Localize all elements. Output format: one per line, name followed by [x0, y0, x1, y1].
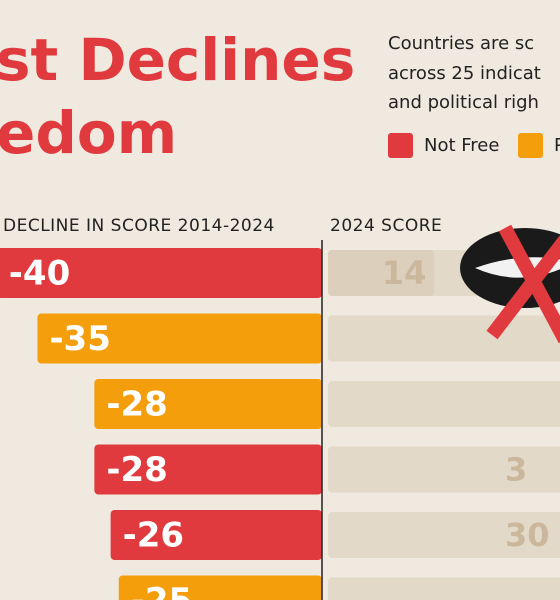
- value-label: -26: [123, 516, 184, 556]
- score-band: [328, 315, 560, 362]
- legend-swatch: [518, 133, 543, 158]
- legend-label: Not Free: [424, 135, 499, 156]
- score-bar: [328, 250, 435, 296]
- value-label: -28: [106, 450, 167, 490]
- bar: [118, 575, 322, 600]
- value-label: -25: [131, 581, 192, 600]
- bar: [94, 379, 322, 429]
- legend-swatch: [388, 133, 413, 158]
- value-label: -40: [9, 254, 70, 294]
- score-band: [328, 512, 560, 558]
- lips-illustration: [460, 224, 560, 344]
- score-band: [328, 446, 560, 493]
- title-line: edom: [0, 99, 177, 167]
- bar: [94, 444, 322, 495]
- value-label: -35: [49, 319, 110, 359]
- column-header: 2024 SCORE: [330, 216, 442, 236]
- score-label: 3: [505, 451, 527, 489]
- bar: [0, 248, 322, 298]
- value-label: -28: [106, 385, 167, 425]
- title-line: st Declines: [0, 26, 355, 94]
- legend-label: P: [554, 135, 560, 156]
- column-header: DECLINE IN SCORE 2014-2024: [3, 216, 275, 236]
- score-label: 14: [382, 254, 427, 292]
- bar: [110, 510, 323, 560]
- score-label: 30: [505, 516, 550, 554]
- score-band: [328, 381, 560, 427]
- subtitle-line: and political righ: [388, 92, 539, 113]
- score-band: [328, 577, 560, 600]
- subtitle-line: across 25 indicat: [388, 63, 541, 84]
- subtitle-line: Countries are sc: [388, 33, 534, 54]
- bar: [37, 313, 322, 364]
